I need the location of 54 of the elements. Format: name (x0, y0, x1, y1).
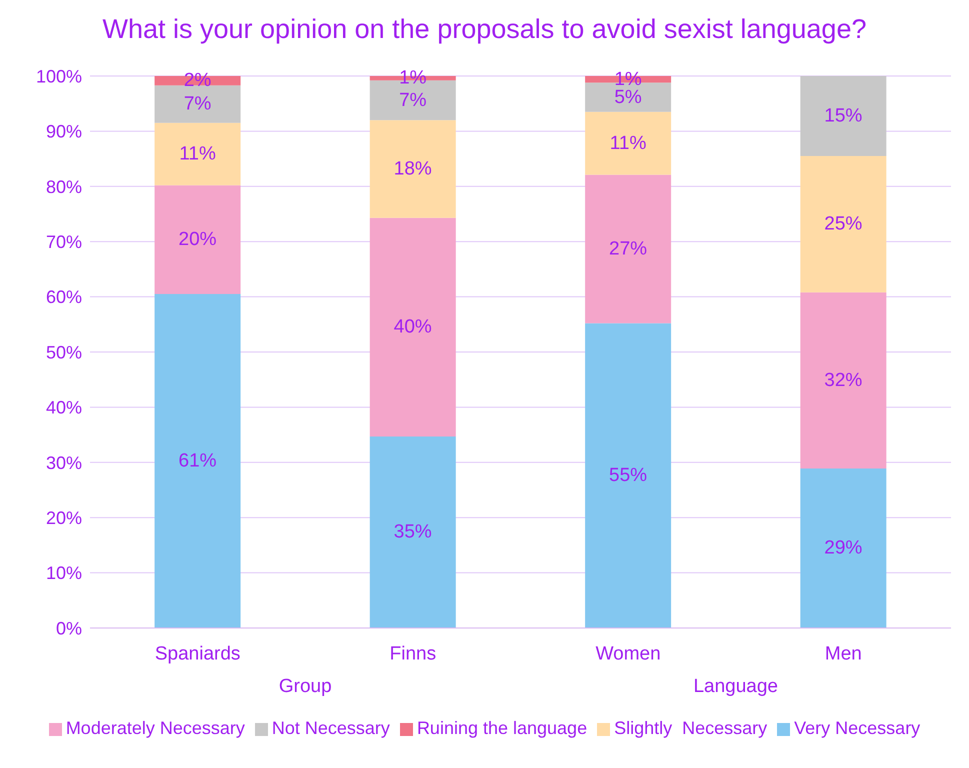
y-tick-label: 80% (46, 176, 82, 197)
data-label: 11% (179, 144, 216, 165)
data-label: 20% (178, 229, 217, 250)
y-tick-label: 40% (46, 398, 82, 418)
data-label: 5% (614, 86, 642, 108)
chart-title: What is your opinion on the proposals to avoid sexist language? (102, 13, 868, 46)
legend-label: Moderately Necessary (66, 718, 245, 738)
bar (800, 156, 886, 292)
y-tick-label: 70% (46, 232, 82, 252)
y-tick-label: 50% (46, 342, 82, 362)
bar (800, 468, 886, 628)
data-label: 25% (824, 214, 862, 235)
data-label: 35% (394, 522, 432, 543)
data-label: 11% (610, 132, 646, 154)
y-tick-label: 90% (46, 122, 82, 142)
bar (370, 120, 456, 218)
legend-label: Not Necessary (272, 718, 390, 738)
bar (154, 185, 241, 294)
x-tick-label: Women (596, 643, 661, 664)
data-label: 7% (184, 94, 212, 115)
data-label: 1% (399, 68, 427, 89)
y-tick-label: 0% (56, 618, 82, 638)
data-label: 40% (394, 316, 432, 338)
bar (585, 323, 672, 628)
y-tick-label: 20% (46, 508, 82, 528)
legend-label: Very Necessary (794, 718, 920, 738)
bar (154, 85, 241, 123)
data-label: 55% (609, 465, 648, 486)
legend-label: Slightly Necessary (614, 718, 768, 738)
data-label: 61% (178, 450, 217, 472)
bar (154, 122, 241, 186)
bar (800, 292, 886, 468)
x-tick-label: Spaniards (154, 643, 240, 664)
data-label: 18% (394, 158, 432, 180)
bar (800, 76, 886, 156)
data-label: 7% (399, 90, 427, 111)
bar (370, 436, 456, 628)
y-tick-label: 10% (46, 563, 82, 584)
data-label: 27% (609, 238, 648, 260)
data-label: 15% (824, 106, 862, 127)
y-tick-label: 30% (46, 452, 82, 473)
x-tick-label: Finns (390, 643, 436, 664)
bar (585, 112, 672, 175)
y-tick-label: 100% (36, 66, 82, 86)
x-tick-label: Men (824, 643, 862, 664)
data-label: 29% (824, 538, 862, 559)
text: Language (692, 676, 780, 698)
text: Group (278, 676, 333, 698)
y-tick-label: 60% (46, 287, 82, 308)
bar (370, 218, 456, 436)
data-label: 32% (824, 370, 862, 391)
legend-label: Ruining the language (416, 718, 588, 738)
bar (154, 294, 241, 628)
bar (585, 174, 672, 324)
